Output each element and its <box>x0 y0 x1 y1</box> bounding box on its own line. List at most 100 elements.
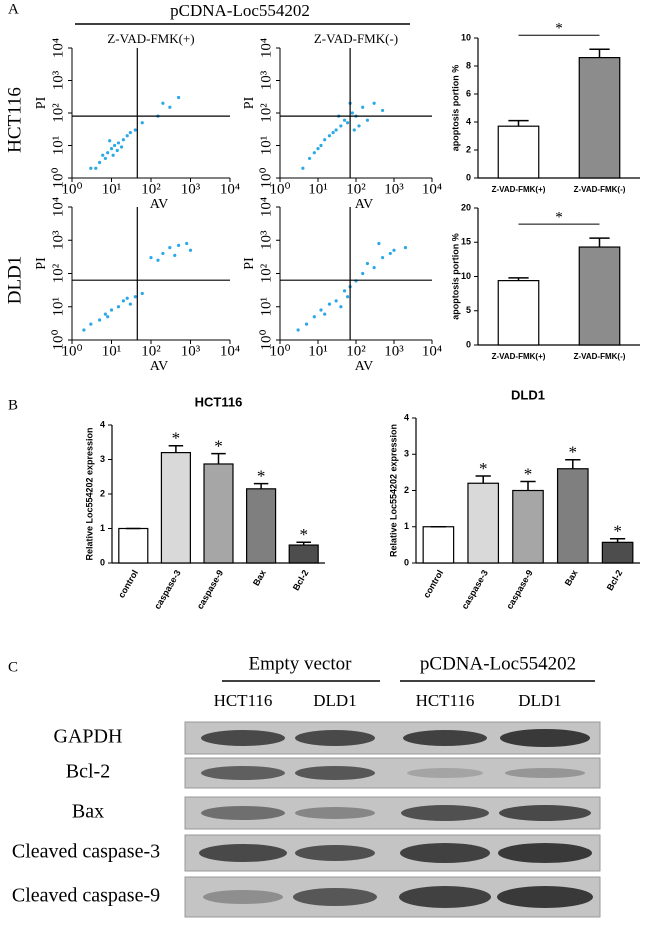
x-tick-label: 10² <box>346 181 366 197</box>
bar <box>497 125 540 179</box>
x-tick-label: 10¹ <box>102 181 122 197</box>
event-dot <box>121 299 125 303</box>
y-tick-label: 2 <box>466 144 471 154</box>
event-dot <box>98 160 102 165</box>
y-tick-label: 10³ <box>50 70 66 90</box>
error-bar <box>168 444 184 453</box>
event-dot <box>116 305 121 309</box>
significance-mark: * <box>613 522 622 541</box>
row-label: Bcl-2 <box>66 761 110 783</box>
y-tick-label: 0 <box>100 557 105 567</box>
event-dot <box>185 241 189 246</box>
x-tick-label: 10⁰ <box>61 343 82 359</box>
bar <box>601 541 634 564</box>
x-tick-label: Z-VAD-FMK(-) <box>574 185 626 194</box>
x-tick-label: 10³ <box>181 181 201 197</box>
chart-title: HCT116 <box>195 394 243 409</box>
event-dot <box>331 130 335 135</box>
event-dot <box>345 295 350 299</box>
y-tick-label: 10¹ <box>258 136 274 156</box>
plot-title: Z-VAD-FMK(-) <box>314 31 398 46</box>
event-dot <box>188 248 193 252</box>
y-tick-label: 0 <box>466 339 471 349</box>
x-tick-label: 10⁴ <box>422 181 442 197</box>
error-bar <box>589 237 610 248</box>
event-dot <box>109 308 114 312</box>
event-dot <box>380 108 385 113</box>
event-dot <box>133 128 137 132</box>
y-tick-label: 10⁴ <box>258 38 274 58</box>
x-tick-label: Bcl-2 <box>605 568 625 592</box>
band <box>295 845 375 861</box>
bar <box>578 56 621 179</box>
x-tick-label: caspase-9 <box>504 568 534 611</box>
x-axis-label: AV <box>150 197 168 212</box>
event-dot <box>168 246 172 250</box>
event-dot <box>125 134 129 138</box>
significance-mark: * <box>257 467 266 486</box>
band <box>201 806 285 820</box>
error-bar <box>211 452 226 464</box>
x-tick-label: 10⁴ <box>220 181 240 197</box>
error-bar <box>589 48 610 58</box>
event-dot <box>327 302 332 306</box>
event-dot <box>361 105 365 109</box>
error-bar <box>508 277 529 281</box>
bar <box>556 468 589 564</box>
y-tick-label: 10⁴ <box>50 197 66 217</box>
y-tick-label: 4 <box>466 116 471 126</box>
band <box>295 807 375 819</box>
bar <box>512 489 544 564</box>
y-tick-label: 10³ <box>50 230 66 250</box>
y-tick-label: 10² <box>258 263 274 283</box>
event-dot <box>140 121 144 125</box>
y-tick-label: 10 <box>461 32 471 42</box>
event-dot <box>323 312 327 316</box>
column-label: DLD1 <box>518 691 561 710</box>
event-dot <box>98 318 102 322</box>
column-label: HCT116 <box>214 691 273 710</box>
event-dot <box>361 271 365 276</box>
event-dot <box>377 241 381 246</box>
y-tick-label: 3 <box>100 454 105 464</box>
event-dot <box>108 139 112 143</box>
event-dot <box>319 143 323 148</box>
band <box>295 766 375 780</box>
event-dot <box>388 251 392 256</box>
y-tick-label: 5 <box>466 305 471 315</box>
event-dot <box>365 118 370 122</box>
chart-title: DLD1 <box>511 387 545 402</box>
panel-label: B <box>8 397 18 413</box>
event-dot <box>125 296 129 300</box>
error-bar <box>296 541 311 546</box>
event-dot <box>168 105 172 109</box>
y-axis-label: PI <box>34 96 49 109</box>
y-tick-label: 15 <box>461 237 471 247</box>
group-label: Empty vector <box>249 653 353 674</box>
event-dot <box>111 153 115 157</box>
x-tick-label: caspase-3 <box>152 568 182 611</box>
bar <box>422 526 455 564</box>
event-dot <box>334 128 338 132</box>
band <box>401 805 489 821</box>
event-dot <box>316 147 320 151</box>
band <box>199 844 287 862</box>
event-dot <box>372 266 376 270</box>
band <box>293 888 377 906</box>
x-tick-label: 10¹ <box>102 343 122 359</box>
x-tick-label: Bax <box>563 568 580 587</box>
y-tick-label: 20 <box>461 202 471 212</box>
event-dot <box>304 322 309 326</box>
y-tick-label: 10³ <box>258 230 274 250</box>
event-dot <box>106 151 110 155</box>
row-label: HCT116 <box>4 87 25 153</box>
event-dot <box>161 251 165 256</box>
event-dot <box>342 289 347 293</box>
panel-title: pCDNA-Loc554202 <box>170 1 310 20</box>
y-tick-label: 10¹ <box>50 297 66 317</box>
x-tick-label: caspase-3 <box>460 568 490 611</box>
significance-mark: * <box>555 210 563 226</box>
event-dot <box>301 166 305 170</box>
event-dot <box>372 101 376 105</box>
